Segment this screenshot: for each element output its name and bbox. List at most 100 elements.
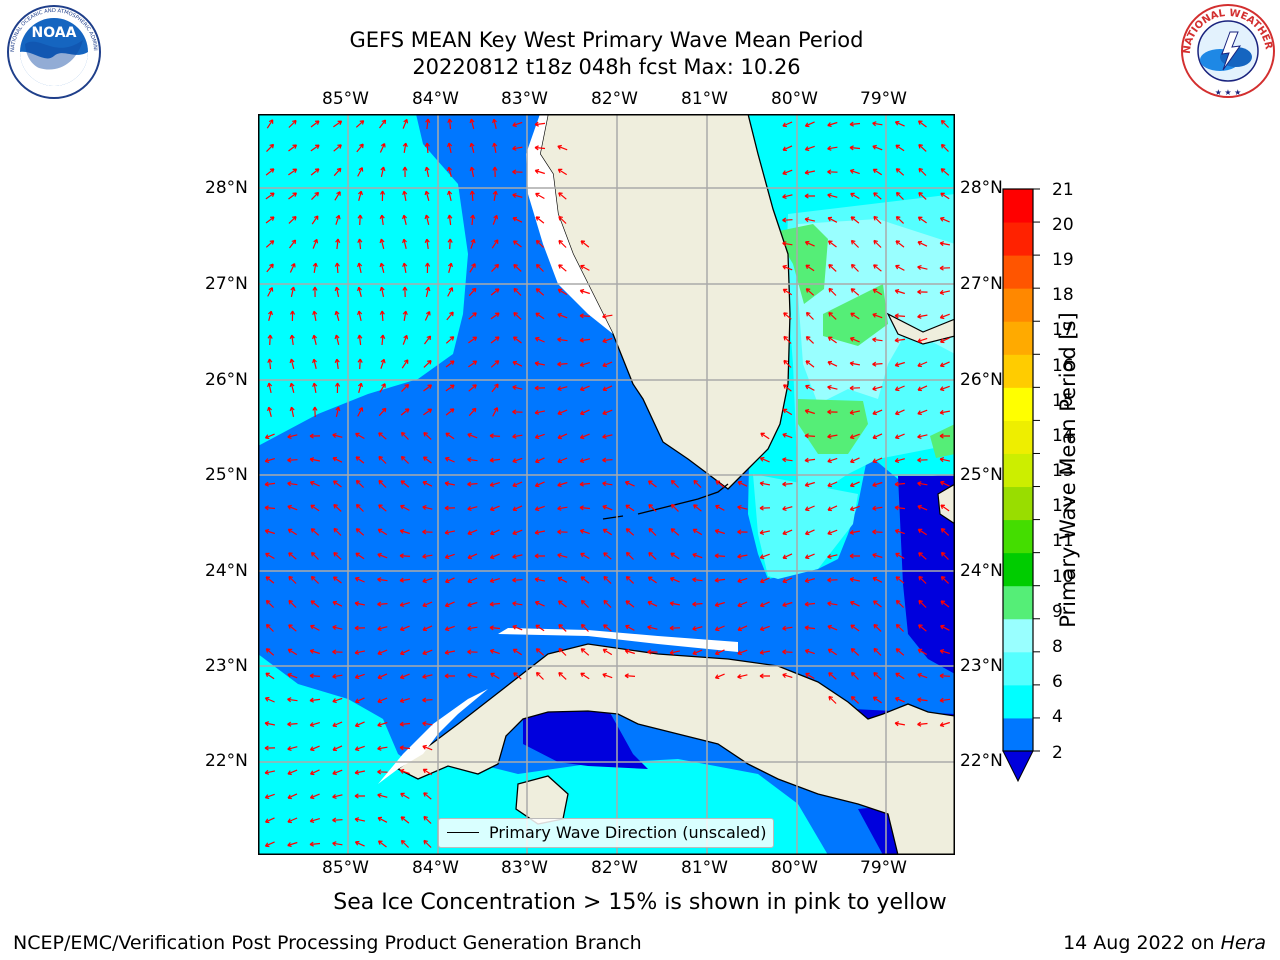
wave-direction-arrow bbox=[535, 263, 544, 272]
wave-direction-arrow bbox=[264, 505, 276, 511]
lat-label-left-23n: 23°N bbox=[205, 656, 248, 676]
wave-direction-arrow bbox=[647, 600, 658, 607]
wave-direction-arrow bbox=[310, 624, 320, 631]
wave-direction-arrow bbox=[492, 190, 498, 201]
wave-direction-arrow bbox=[782, 601, 793, 607]
lat-label-right-27n: 27°N bbox=[960, 274, 1003, 294]
wave-direction-arrow bbox=[310, 528, 320, 536]
colorbar-tick-18: 18 bbox=[1052, 285, 1074, 305]
wave-direction-arrow bbox=[647, 480, 657, 488]
wave-direction-arrow bbox=[400, 839, 410, 848]
wave-direction-arrow bbox=[648, 552, 657, 560]
wave-direction-arrow bbox=[357, 334, 363, 346]
wave-direction-arrow bbox=[335, 238, 341, 250]
wave-direction-arrow bbox=[423, 792, 432, 800]
wave-direction-arrow bbox=[895, 648, 905, 656]
wave-direction-arrow bbox=[445, 360, 455, 368]
wave-direction-arrow bbox=[267, 334, 273, 346]
wave-direction-arrow bbox=[849, 145, 861, 151]
wave-direction-arrow bbox=[872, 481, 883, 487]
wave-direction-arrow bbox=[310, 504, 320, 512]
wave-direction-arrow bbox=[310, 769, 320, 776]
wave-direction-arrow bbox=[692, 601, 703, 607]
wave-direction-arrow bbox=[289, 263, 296, 273]
wave-direction-arrow bbox=[782, 145, 793, 152]
wave-direction-arrow bbox=[357, 262, 363, 274]
wave-direction-arrow bbox=[917, 481, 928, 487]
wave-direction-arrow bbox=[355, 528, 365, 536]
wave-direction-arrow bbox=[759, 601, 770, 608]
wave-direction-arrow bbox=[894, 696, 905, 703]
colorbar-tick-20: 20 bbox=[1052, 215, 1074, 235]
wave-direction-arrow bbox=[895, 576, 905, 584]
wave-direction-arrow bbox=[470, 214, 476, 226]
wave-direction-arrow bbox=[827, 648, 838, 656]
wave-direction-arrow bbox=[872, 121, 883, 127]
wave-direction-arrow bbox=[579, 362, 590, 367]
wave-direction-arrow bbox=[850, 239, 860, 248]
wave-direction-arrow bbox=[335, 214, 341, 225]
wave-direction-arrow bbox=[355, 697, 365, 704]
wave-direction-arrow bbox=[309, 457, 321, 463]
wave-direction-arrow bbox=[782, 553, 793, 560]
colorbar-segment bbox=[1003, 354, 1033, 388]
wave-direction-arrow bbox=[489, 601, 501, 607]
wave-direction-arrow bbox=[468, 407, 477, 417]
colorbar-tick-17: 17 bbox=[1052, 320, 1074, 340]
wave-direction-arrow bbox=[670, 479, 680, 488]
wave-direction-arrow bbox=[579, 433, 590, 440]
wave-direction-arrow bbox=[492, 407, 499, 417]
wave-direction-arrow bbox=[422, 480, 433, 487]
wave-direction-arrow bbox=[534, 433, 545, 440]
wave-direction-arrow bbox=[894, 337, 906, 343]
wave-direction-arrow bbox=[289, 406, 295, 418]
wave-direction-arrow bbox=[804, 145, 815, 152]
wave-direction-arrow bbox=[335, 406, 341, 418]
wave-direction-arrow bbox=[287, 672, 298, 679]
wave-direction-arrow bbox=[827, 481, 838, 488]
wave-direction-arrow bbox=[782, 193, 793, 199]
wave-direction-arrow bbox=[491, 263, 500, 273]
wave-direction-arrow bbox=[872, 361, 883, 367]
wave-direction-arrow bbox=[288, 144, 298, 152]
wave-direction-arrow bbox=[445, 577, 455, 584]
wave-direction-arrow bbox=[917, 433, 928, 439]
wave-direction-arrow bbox=[355, 456, 365, 464]
lon-label-bottom-84w: 84°W bbox=[412, 858, 459, 878]
wave-direction-arrow bbox=[265, 240, 275, 248]
wave-direction-arrow bbox=[491, 239, 499, 249]
wave-direction-arrow bbox=[557, 553, 568, 559]
wave-direction-arrow bbox=[737, 625, 748, 632]
lon-label-top-82w: 82°W bbox=[591, 89, 638, 109]
wave-direction-arrow bbox=[918, 575, 927, 584]
wave-direction-arrow bbox=[380, 334, 386, 346]
wave-direction-arrow bbox=[422, 673, 433, 679]
wave-direction-arrow bbox=[918, 552, 927, 560]
wave-direction-arrow bbox=[265, 817, 275, 824]
wave-direction-arrow bbox=[715, 649, 725, 656]
colorbar-segment bbox=[1003, 717, 1033, 752]
wave-direction-arrow bbox=[489, 625, 501, 631]
wave-direction-arrow bbox=[828, 287, 837, 296]
wave-direction-arrow bbox=[469, 263, 476, 273]
wave-direction-arrow bbox=[312, 382, 318, 394]
wave-direction-arrow bbox=[289, 382, 295, 393]
lon-label-top-83w: 83°W bbox=[501, 89, 548, 109]
wave-direction-arrows bbox=[264, 118, 951, 848]
colorbar-segment bbox=[1003, 222, 1033, 256]
wave-direction-arrow bbox=[312, 310, 318, 322]
wave-direction-arrow bbox=[535, 624, 545, 632]
wave-direction-arrow bbox=[467, 432, 478, 439]
wave-direction-arrow bbox=[288, 119, 297, 128]
wave-direction-arrow bbox=[669, 649, 681, 655]
lat-label-left-26n: 26°N bbox=[205, 370, 248, 390]
wave-direction-arrow bbox=[309, 697, 321, 703]
wave-direction-arrow bbox=[849, 336, 860, 343]
wave-direction-arrow bbox=[917, 289, 928, 295]
legend-line-swatch bbox=[447, 832, 479, 833]
wave-direction-arrow bbox=[512, 648, 523, 656]
wave-direction-arrow bbox=[783, 359, 792, 368]
wave-direction-arrow bbox=[467, 457, 478, 463]
colorbar-tick-9: 9 bbox=[1052, 602, 1063, 622]
lon-label-bottom-82w: 82°W bbox=[591, 858, 638, 878]
